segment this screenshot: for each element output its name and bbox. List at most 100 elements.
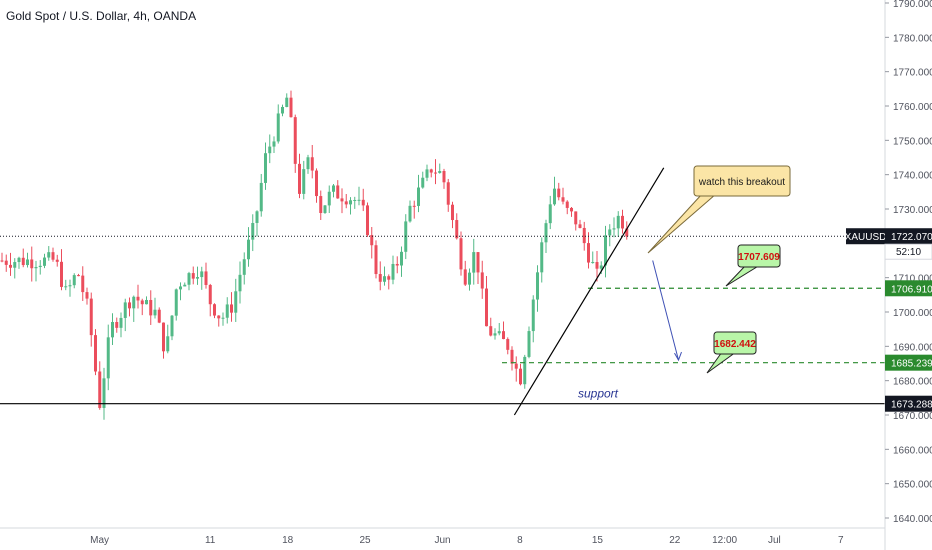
symbol-tag — [846, 228, 885, 245]
candle-up — [323, 205, 327, 213]
price-tick-label: 1740.000 — [893, 171, 932, 182]
candle-up — [225, 304, 229, 318]
projection-arrow — [652, 260, 679, 361]
candle-up — [187, 273, 191, 285]
candle-up — [38, 265, 42, 268]
support-label: support — [578, 387, 619, 401]
time-tick-label: 25 — [360, 535, 372, 546]
candle-down — [94, 335, 97, 372]
candle-down — [455, 220, 459, 239]
candle-down — [463, 269, 467, 285]
target-2-callout-box — [713, 331, 757, 355]
candle-up — [234, 291, 238, 313]
candle-up — [553, 188, 556, 205]
time-tick-label: Jul — [768, 535, 781, 546]
breakout-callout-pointer — [647, 193, 718, 254]
candle-down — [506, 339, 510, 350]
time-tick-label: 12:00 — [712, 535, 737, 546]
price-tick-label: 1730.000 — [893, 205, 932, 216]
chart-title: Gold Spot / U.S. Dollar, 4h, OANDA — [6, 9, 197, 23]
time-tick-label: 22 — [669, 535, 681, 546]
candle-down — [128, 302, 131, 309]
target-1-callout-box — [737, 244, 781, 268]
price-tick-label: 1650.000 — [893, 480, 932, 491]
candle-down — [374, 245, 378, 275]
target-1-callout-pointer — [725, 264, 762, 287]
candle-up — [608, 229, 612, 236]
candle-down — [625, 228, 629, 237]
support-price-tag — [885, 395, 932, 412]
candle-down — [395, 263, 399, 266]
candle-up — [536, 272, 539, 300]
price-axis[interactable]: 1640.000 1650.000 1660.000 1670.000 1680.000… — [845, 0, 932, 550]
candle-up — [540, 242, 544, 273]
target-2-callout: 1682.442 — [706, 331, 757, 374]
countdown-label: 52:10 — [896, 247, 921, 258]
support-price-label: 1673.288 — [891, 400, 932, 411]
countdown-tag — [884, 243, 932, 260]
time-tick-label: 18 — [282, 535, 294, 546]
breakout-callout-box — [693, 165, 791, 197]
candle-down — [514, 363, 518, 369]
candle-up — [531, 299, 535, 332]
candle-down — [489, 326, 493, 336]
candle-up — [153, 309, 157, 316]
candle-down — [595, 262, 599, 269]
current-price-label: 1722.070 — [891, 232, 932, 243]
time-tick-label: Jun — [434, 535, 450, 546]
candle-up — [72, 275, 76, 286]
candle-up — [221, 317, 225, 319]
breakout-callout-text: watch this breakout — [698, 177, 785, 188]
target-1-callout: 1707.609 — [725, 244, 781, 287]
price-tick-label: 1780.000 — [893, 33, 932, 44]
candle-down — [519, 368, 522, 385]
candle-up — [251, 222, 255, 240]
current-price-tag — [885, 228, 932, 245]
candle-up — [106, 337, 110, 379]
price-tick-label: 1640.000 — [893, 514, 932, 525]
breakout-callout: watch this breakout — [647, 165, 791, 254]
candle-up — [616, 215, 620, 229]
candle-down — [289, 97, 293, 118]
candle-down — [9, 264, 12, 268]
target-1-price-tag — [885, 280, 932, 297]
candle-down — [459, 238, 463, 270]
candle-up — [612, 228, 616, 230]
candle-up — [357, 199, 361, 201]
candle-down — [315, 170, 318, 197]
candle-up — [544, 223, 548, 243]
price-tick-label: 1700.000 — [893, 308, 932, 319]
candle-down — [587, 243, 590, 263]
candle-up — [353, 199, 357, 201]
price-tick-label: 1790.000 — [893, 0, 932, 10]
candle-up — [47, 252, 51, 258]
candle-up — [332, 185, 335, 192]
price-levels — [0, 235, 885, 405]
candle-up — [17, 257, 21, 263]
candle-down — [51, 252, 55, 260]
time-tick-label: 15 — [592, 535, 604, 546]
time-tick-label: 11 — [205, 535, 216, 546]
time-axis[interactable]: May 11 18 25 Jun 8 15 22 12:00 Jul 7 — [0, 527, 885, 546]
candle-up — [179, 286, 182, 290]
candle-down — [340, 198, 344, 202]
candle-up — [170, 315, 174, 337]
candle-down — [557, 188, 561, 198]
candle-up — [421, 177, 425, 188]
candle-down — [412, 205, 416, 207]
candle-up — [438, 170, 442, 173]
candle-up — [349, 200, 352, 205]
candle-up — [43, 257, 46, 266]
candle-up — [548, 204, 552, 224]
candle-down — [136, 296, 140, 301]
candle-down — [89, 298, 93, 336]
target-2-callout-text: 1682.442 — [714, 339, 756, 350]
candle-down — [387, 276, 391, 280]
candle-up — [64, 286, 68, 288]
candle-up — [391, 263, 395, 280]
candle-down — [217, 315, 221, 319]
annotations: support watch this breakout 1707.609 1682.4… — [513, 165, 791, 416]
candle-up — [591, 262, 595, 264]
price-tick-label: 1770.000 — [893, 68, 932, 79]
